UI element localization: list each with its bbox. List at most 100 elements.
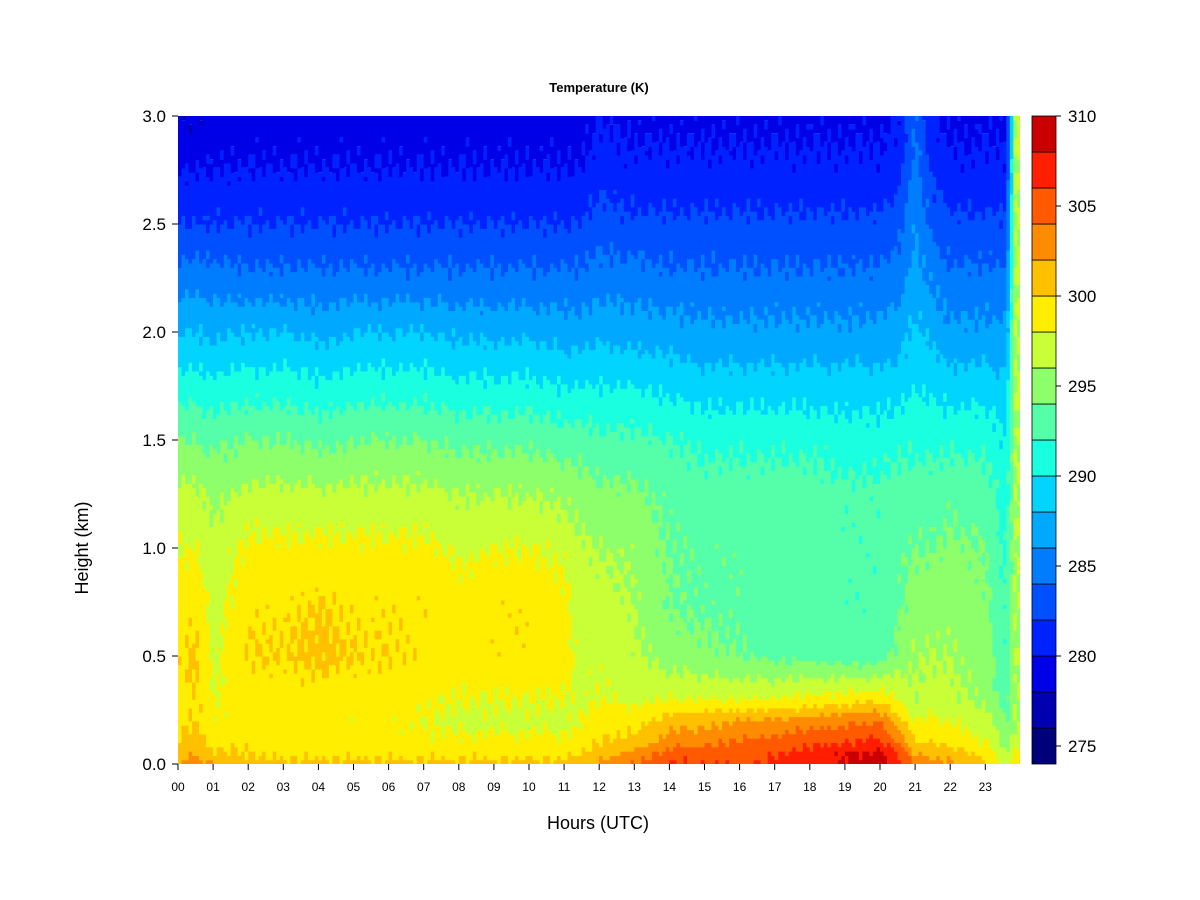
heatmap-cell [978, 116, 983, 125]
heatmap-cell [444, 267, 449, 303]
heatmap-cell [736, 116, 741, 126]
heatmap-cell [346, 621, 351, 635]
heatmap-cell [651, 141, 656, 208]
heatmap-cell [349, 405, 355, 437]
heatmap-cell [223, 461, 228, 506]
heatmap-cell [209, 344, 214, 376]
heatmap-cell [318, 172, 323, 216]
heatmap-cell [739, 681, 744, 696]
heatmap-cell [220, 673, 225, 687]
heatmap-cell [290, 405, 295, 450]
heatmap-cell [472, 370, 477, 407]
heatmap-cell [894, 668, 899, 700]
heatmap-cell [855, 409, 860, 480]
heatmap-cell [371, 647, 376, 661]
heatmap-cell [616, 474, 621, 493]
heatmap-cell [950, 725, 955, 748]
heatmap-cell [953, 362, 958, 376]
heatmap-cell [237, 755, 242, 764]
heatmap-cell [841, 694, 846, 705]
heatmap-cell [929, 293, 934, 350]
heatmap-cell [890, 677, 895, 692]
heatmap-cell [311, 668, 316, 683]
heatmap-cell [693, 746, 699, 764]
heatmap-cell [669, 448, 674, 458]
heatmap-cell [620, 198, 625, 216]
heatmap-cell [181, 215, 186, 255]
heatmap-cell [269, 228, 274, 264]
heatmap-cell [486, 729, 491, 761]
heatmap-cell [476, 344, 481, 381]
heatmap-cell [872, 483, 878, 566]
heatmap-cell [1016, 483, 1020, 502]
heatmap-cell [181, 120, 186, 169]
heatmap-cell [599, 141, 604, 191]
heatmap-cell [357, 487, 362, 527]
heatmap-cell [276, 474, 281, 527]
heatmap-cell [511, 496, 516, 549]
heatmap-cell [269, 483, 274, 540]
heatmap-cell [929, 116, 934, 173]
heatmap-cell [876, 720, 881, 739]
heatmap-cell [595, 474, 600, 489]
heatmap-cell [476, 444, 481, 458]
heatmap-cell [1009, 500, 1014, 523]
heatmap-cell [1013, 336, 1018, 359]
heatmap-cell [188, 733, 193, 752]
heatmap-cell [655, 306, 660, 346]
heatmap-cell [858, 327, 864, 363]
heatmap-cell [346, 224, 351, 273]
heatmap-cell [872, 414, 878, 458]
heatmap-cell [553, 759, 558, 764]
heatmap-cell [872, 219, 878, 225]
heatmap-cell [627, 712, 632, 726]
heatmap-cell [434, 759, 439, 764]
heatmap-cell [328, 535, 334, 549]
heatmap-cell [557, 396, 562, 411]
heatmap-cell [388, 224, 393, 273]
heatmap-cell [265, 163, 270, 221]
heatmap-cell [641, 258, 646, 273]
heatmap-cell [244, 660, 249, 743]
heatmap-cell [385, 487, 390, 545]
heatmap-cell [248, 154, 253, 169]
heatmap-cell [399, 116, 404, 147]
heatmap-cell [318, 422, 323, 441]
heatmap-cell [353, 262, 358, 294]
heatmap-cell [258, 487, 263, 545]
heatmap-cell [546, 224, 551, 273]
heatmap-cell [925, 116, 930, 155]
heatmap-cell [862, 271, 867, 324]
heatmap-cell [188, 707, 193, 722]
heatmap-cell [606, 677, 611, 687]
heatmap-cell [479, 759, 484, 764]
heatmap-cell [595, 297, 600, 337]
heatmap-cell [458, 755, 463, 764]
heatmap-cell [178, 366, 183, 402]
heatmap-cell [992, 431, 997, 480]
heatmap-cell [627, 340, 632, 381]
heatmap-cell [248, 491, 253, 536]
heatmap-cell [708, 116, 713, 138]
heatmap-cell [378, 180, 383, 225]
heatmap-cell [353, 651, 358, 674]
heatmap-cell [357, 172, 362, 229]
heatmap-cell [571, 427, 576, 467]
heatmap-cell [700, 271, 706, 281]
heatmap-cell [837, 690, 842, 709]
heatmap-cell [328, 522, 334, 536]
x-tick-label: 00 [171, 780, 185, 794]
heatmap-cell [283, 306, 288, 324]
heatmap-cell [946, 500, 951, 510]
heatmap-cell [567, 146, 572, 160]
heatmap-cell [451, 487, 456, 549]
heatmap-cell [669, 591, 674, 614]
heatmap-cell [1016, 159, 1020, 173]
heatmap-cell [458, 116, 463, 155]
heatmap-cell [848, 306, 853, 316]
heatmap-cell [304, 116, 309, 151]
heatmap-cell [851, 478, 857, 493]
heatmap-cell [883, 258, 888, 320]
heatmap-cell [686, 630, 692, 670]
heatmap-cell [802, 396, 807, 411]
